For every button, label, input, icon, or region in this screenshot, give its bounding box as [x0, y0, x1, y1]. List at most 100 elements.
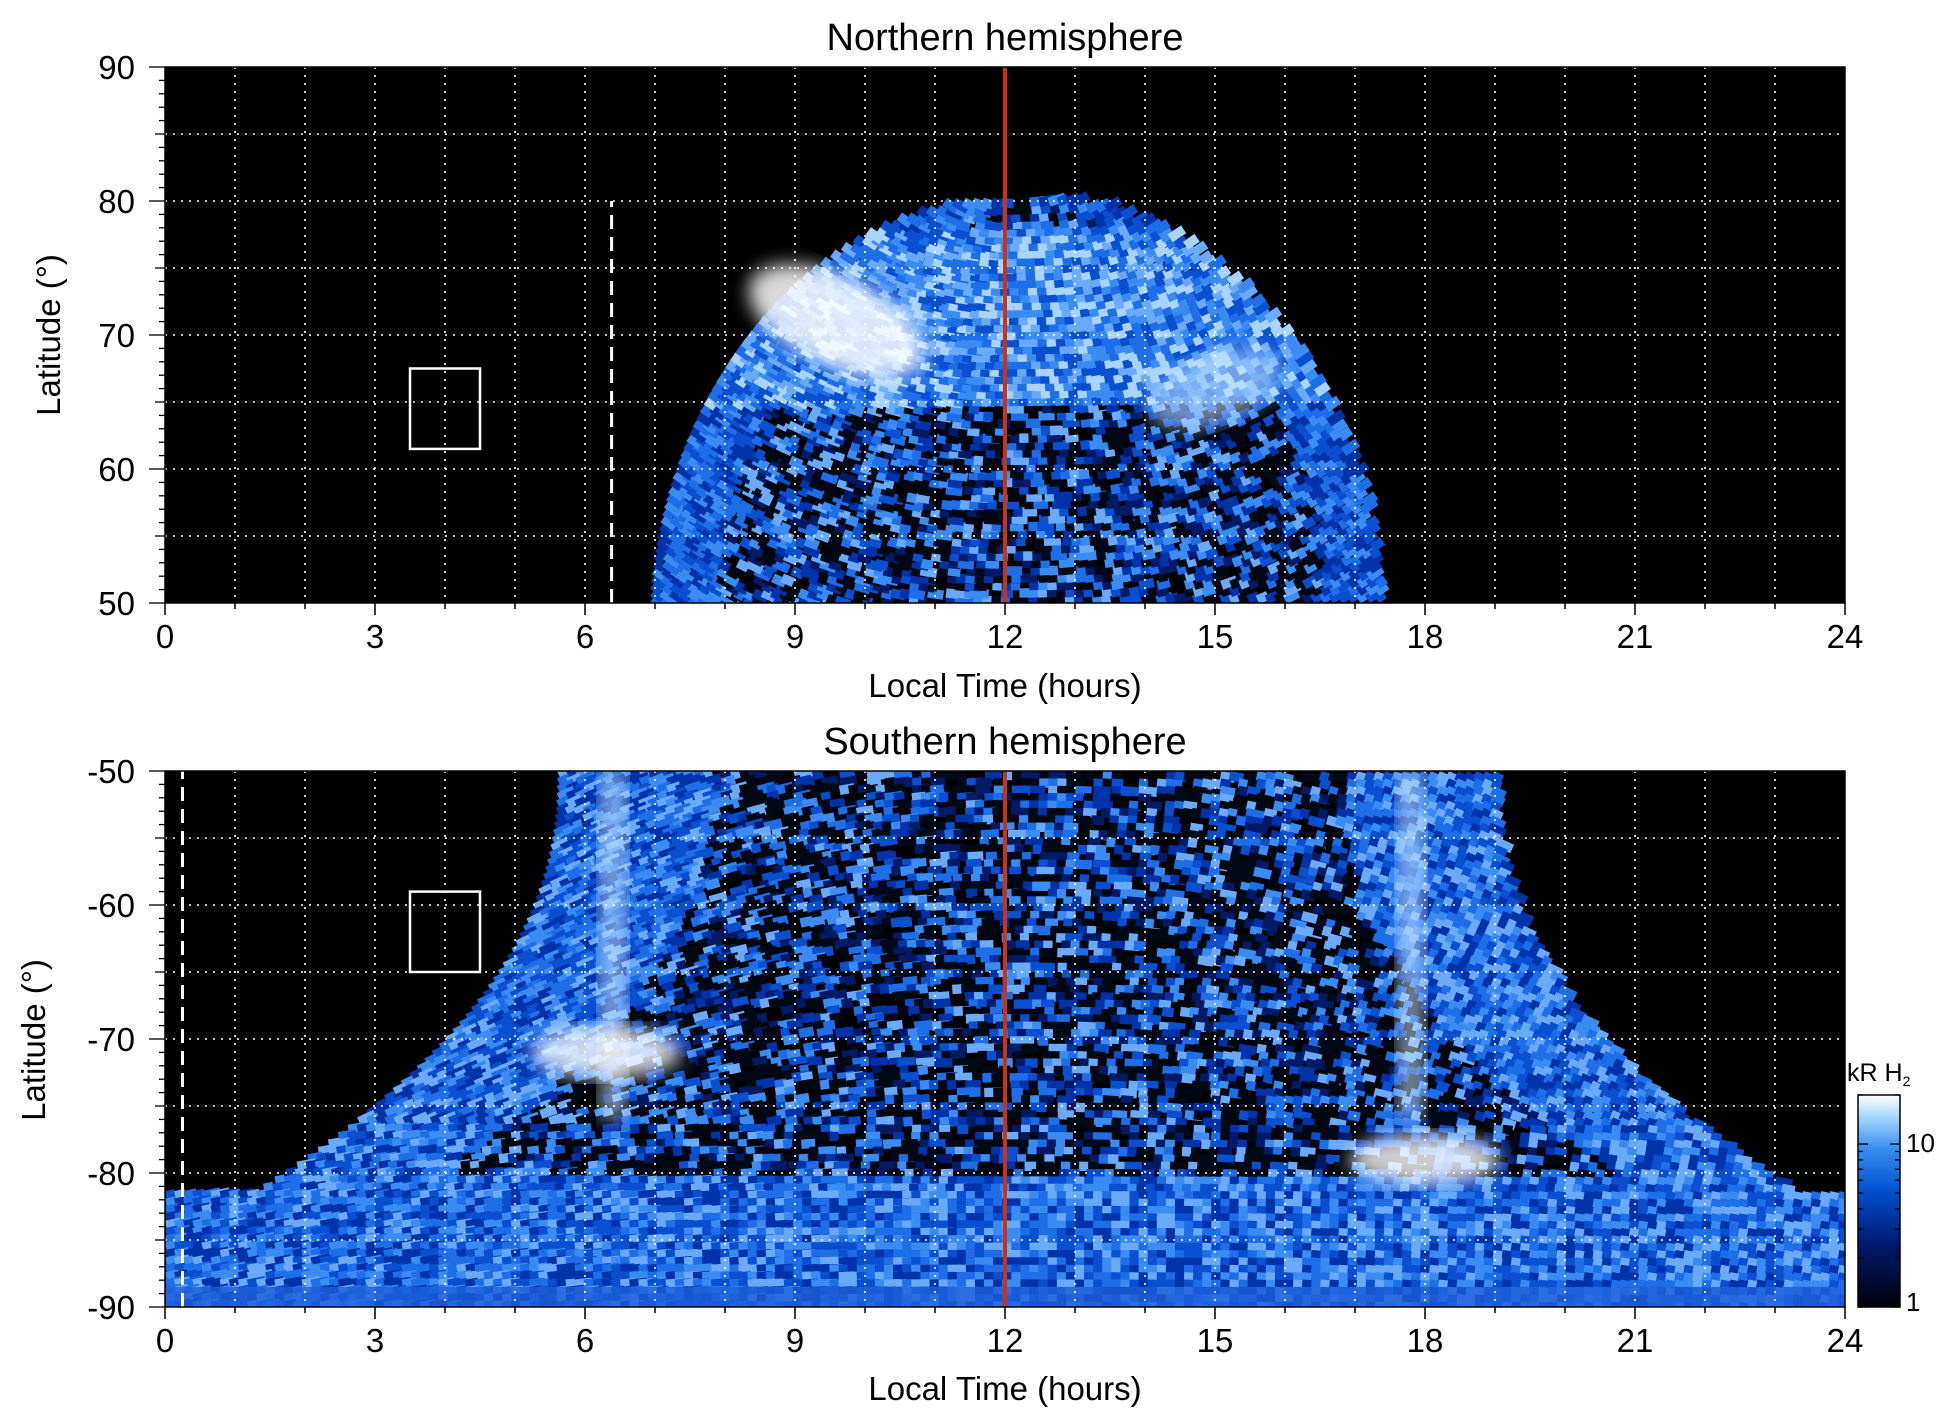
- emission-cell: [661, 558, 682, 577]
- emission-cell: [1331, 554, 1345, 567]
- emission-cell: [1047, 210, 1059, 222]
- emission-cell: [668, 485, 686, 502]
- emission-cell: [1367, 551, 1385, 567]
- emission-cell: [778, 521, 792, 535]
- emission-cell: [879, 529, 892, 541]
- emission-cell: [806, 588, 826, 603]
- emission-cell: [557, 771, 575, 780]
- emission-cell: [686, 595, 706, 603]
- emission-cell: [1036, 315, 1048, 325]
- emission-cell: [735, 558, 751, 573]
- emission-cell: [1119, 586, 1131, 598]
- emission-cell: [1061, 307, 1072, 318]
- emission-cell: [1047, 572, 1058, 583]
- emission-cell: [1294, 350, 1315, 368]
- emission-cell: [1000, 197, 1015, 209]
- emission-cell: [1028, 433, 1039, 443]
- emission-cell: [1153, 251, 1167, 266]
- emission-cell: [1217, 272, 1234, 287]
- emission-cell: [1010, 411, 1029, 421]
- emission-cell: [772, 558, 791, 574]
- emission-cell: [758, 492, 774, 507]
- emission-cell: [799, 566, 817, 581]
- x-tick-label: 12: [987, 618, 1024, 655]
- emission-cell: [1022, 389, 1034, 399]
- emission-cell: [1043, 440, 1055, 451]
- emission-cell: [820, 256, 836, 272]
- emission-cell: [829, 784, 841, 795]
- emission-cell: [1158, 227, 1175, 243]
- emission-cell: [820, 470, 839, 485]
- emission-cell: [1331, 418, 1349, 434]
- emission-cell: [651, 573, 668, 590]
- emission-cell: [808, 477, 827, 492]
- emission-cell: [1086, 550, 1098, 561]
- emission-cell: [1090, 246, 1102, 259]
- emission-cell: [1198, 254, 1218, 272]
- emission-cell: [665, 492, 685, 510]
- emission-cell: [1016, 256, 1027, 266]
- emission-cell: [1285, 560, 1301, 575]
- emission-cell: [1079, 439, 1091, 451]
- emission-cell: [723, 521, 742, 538]
- emission-cell: [1347, 448, 1363, 464]
- emission-cell: [701, 440, 721, 458]
- emission-cell: [826, 573, 846, 588]
- emission-cell: [1044, 462, 1056, 473]
- emission-cell: [1013, 345, 1024, 355]
- emission-cell: [1351, 461, 1370, 479]
- emission-cell: [865, 227, 885, 245]
- emission-cell: [720, 440, 736, 456]
- emission-cell: [668, 588, 685, 603]
- emission-cell: [725, 566, 741, 580]
- emission-cell: [867, 271, 884, 286]
- emission-cell: [948, 771, 967, 781]
- emission-cell: [1213, 555, 1227, 568]
- emission-cell: [847, 263, 865, 279]
- emission-cell: [1301, 574, 1318, 590]
- emission-cell: [1046, 240, 1057, 252]
- emission-cell: [983, 411, 994, 422]
- emission-cell: [698, 448, 719, 466]
- emission-cell: [925, 205, 940, 219]
- emission-cell: [1028, 337, 1041, 348]
- emission-cell: [721, 462, 737, 478]
- emission-cell: [1238, 569, 1253, 583]
- emission-cell: [670, 477, 684, 492]
- emission-cell: [1140, 212, 1158, 228]
- emission-cell: [982, 455, 995, 466]
- emission-cell: [985, 558, 1000, 569]
- emission-cell: [686, 455, 704, 471]
- x-tick-label: 6: [576, 618, 594, 655]
- emission-cell: [1044, 351, 1058, 362]
- emission-cell: [1201, 793, 1212, 804]
- emission-cell: [1035, 462, 1047, 473]
- emission-cell: [785, 418, 805, 435]
- emission-cell: [1073, 483, 1086, 495]
- emission-cell: [1028, 580, 1040, 591]
- y-tick-label: 80: [98, 183, 135, 220]
- emission-cell: [1267, 472, 1282, 487]
- emission-cell: [1022, 448, 1034, 458]
- emission-cell: [886, 418, 899, 431]
- emission-cell: [1211, 568, 1231, 583]
- emission-cell: [1264, 306, 1283, 324]
- emission-cell: [1094, 476, 1105, 487]
- emission-cell: [1074, 191, 1091, 206]
- emission-cell: [804, 492, 821, 507]
- emission-cell: [658, 521, 675, 538]
- emission-cell: [677, 485, 696, 502]
- southern-emission-map: [165, 771, 1845, 1307]
- emission-cell: [839, 544, 854, 557]
- emission-cell: [1062, 491, 1075, 502]
- emission-cell: [1301, 590, 1315, 603]
- emission-cell: [707, 389, 726, 406]
- emission-cell: [850, 241, 870, 259]
- emission-cell: [1208, 488, 1222, 502]
- emission-cell: [1038, 514, 1050, 524]
- emission-cell: [1120, 204, 1139, 221]
- emission-cell: [1320, 575, 1334, 590]
- emission-cell: [1035, 278, 1047, 289]
- emission-cell: [899, 917, 913, 928]
- emission-cell: [971, 197, 990, 212]
